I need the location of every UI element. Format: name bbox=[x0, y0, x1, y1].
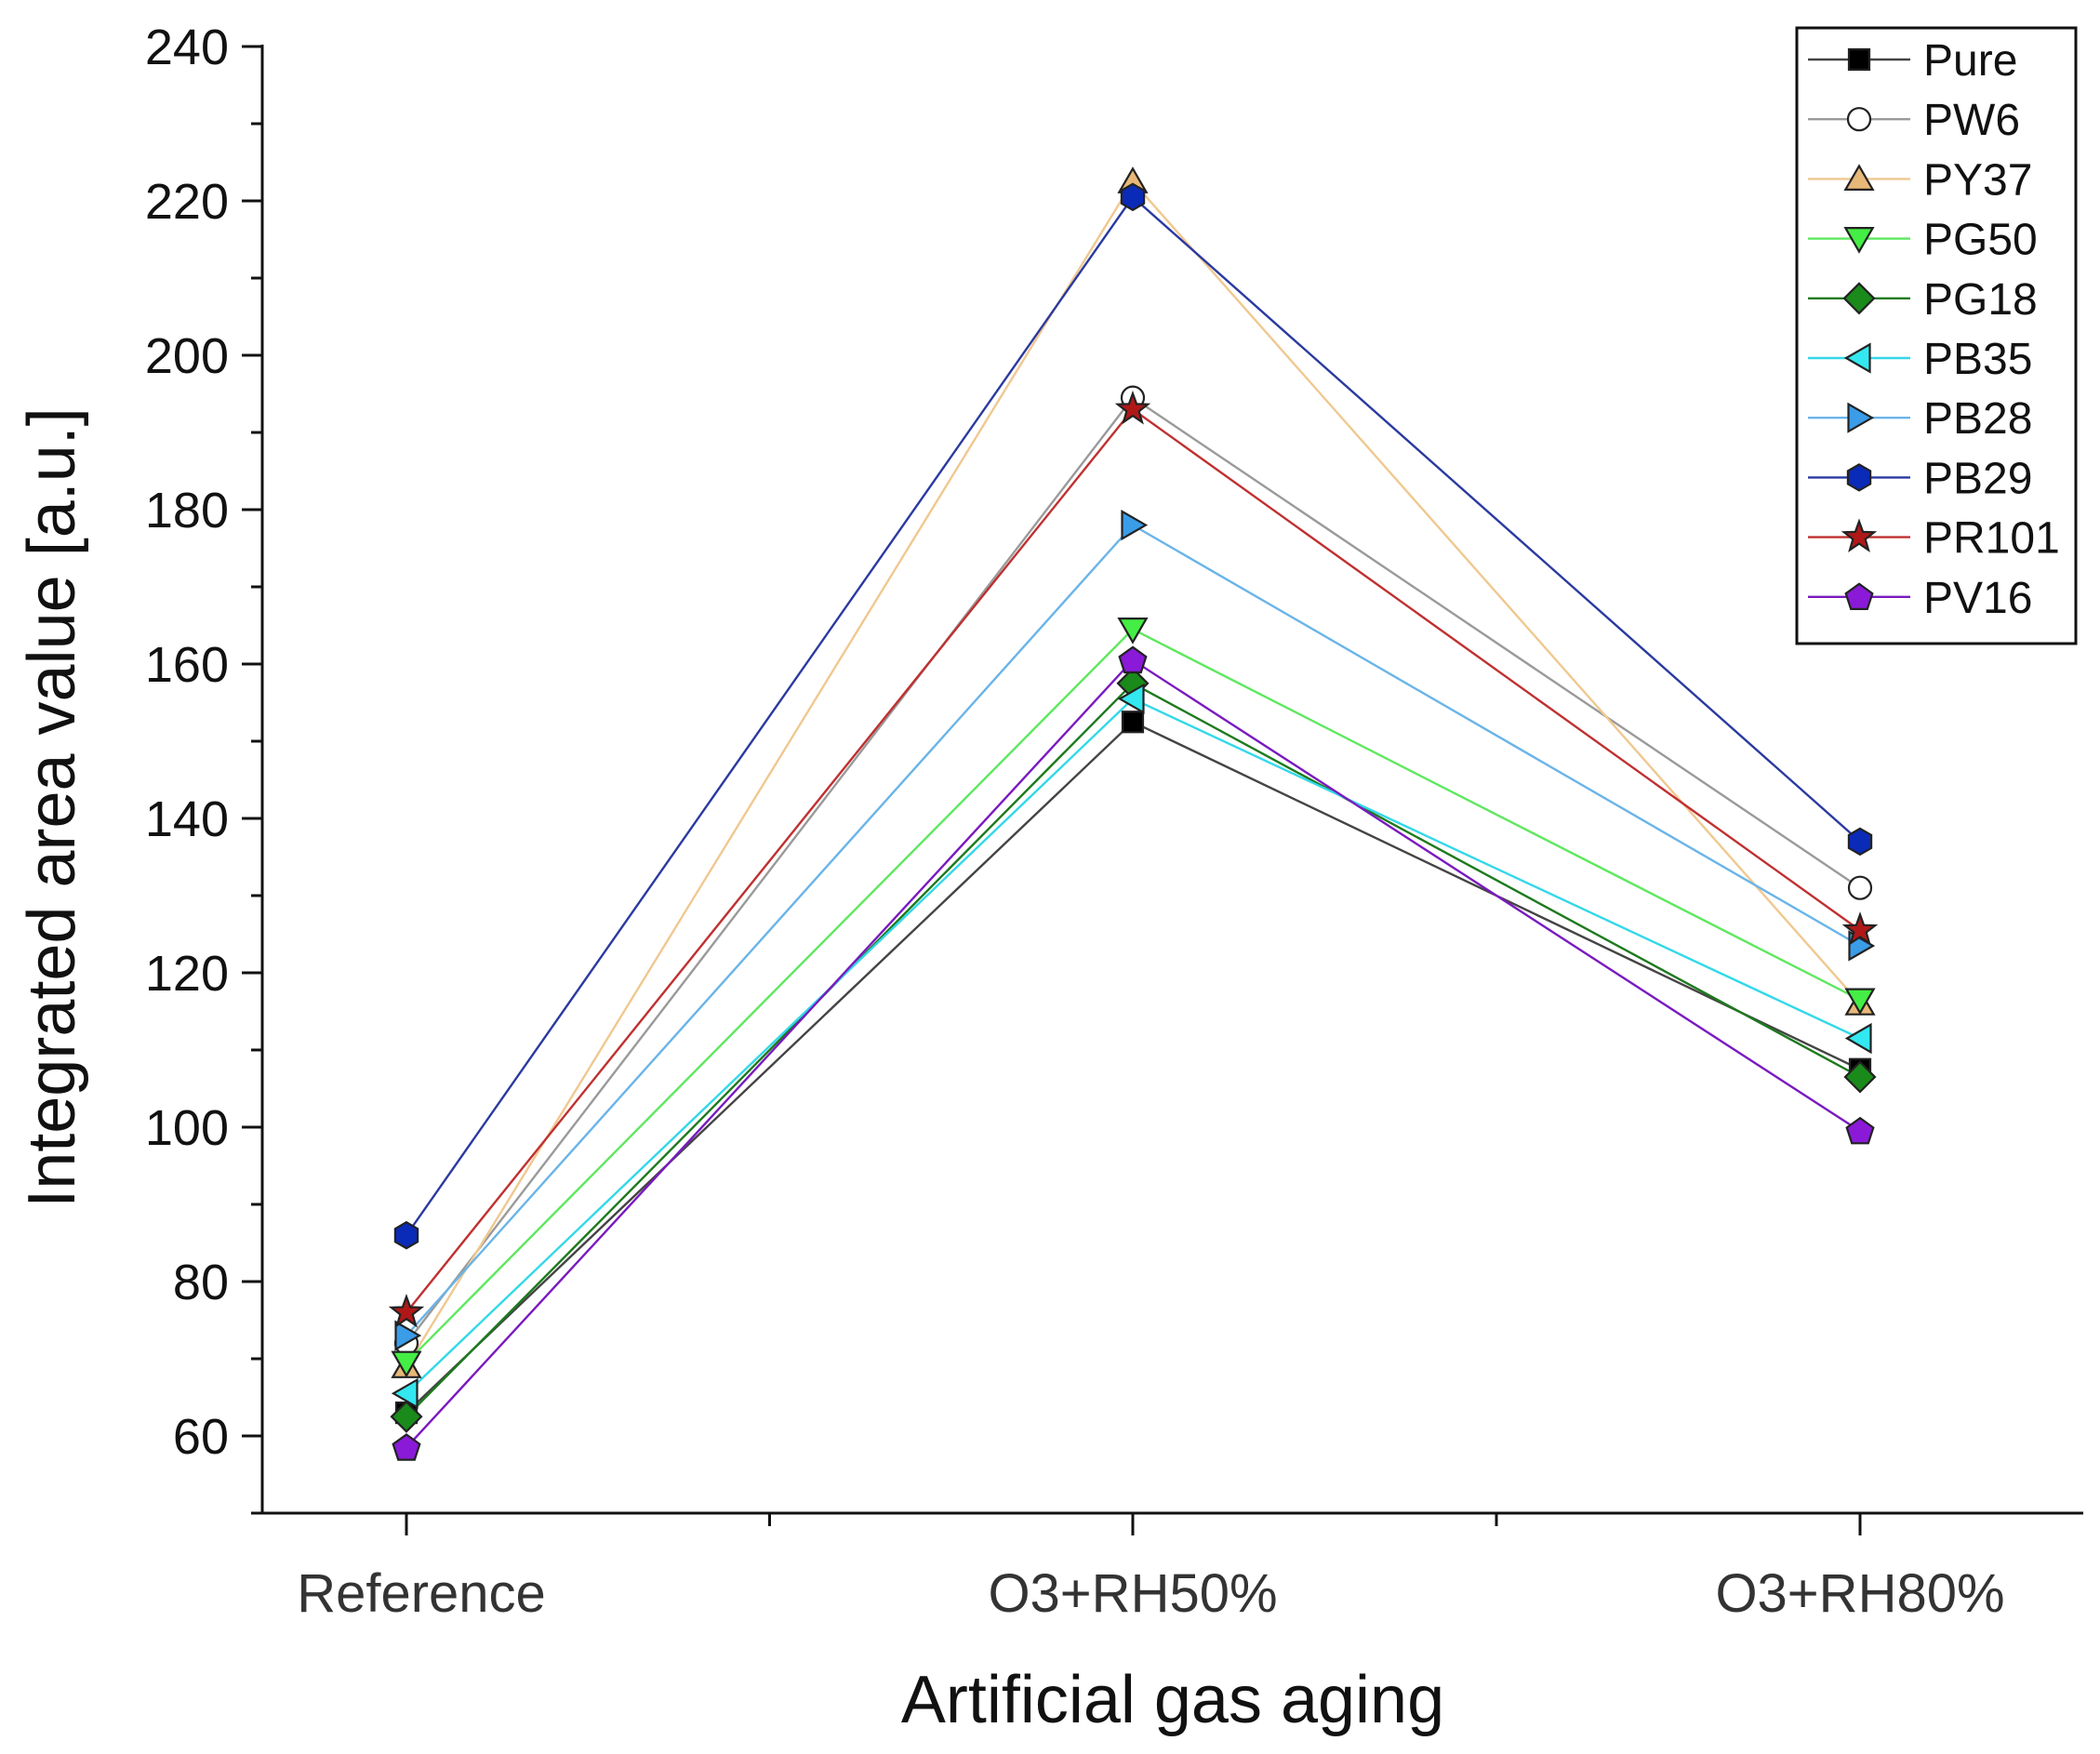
legend-item-pure: Pure bbox=[1808, 36, 2017, 86]
y-tick-label: 80 bbox=[173, 1255, 229, 1310]
y-tick-label: 140 bbox=[145, 791, 229, 847]
legend-item-pb35: PB35 bbox=[1808, 335, 2032, 384]
data-point-pg50 bbox=[1844, 988, 1876, 1016]
legend-item-pv16: PV16 bbox=[1808, 574, 2032, 623]
legend-marker-pw6 bbox=[1846, 107, 1872, 132]
x-category-label: Reference bbox=[297, 1563, 546, 1624]
legend-item-pw6: PW6 bbox=[1808, 96, 2020, 145]
x-axis-title: Artificial gas aging bbox=[901, 1663, 1444, 1737]
data-point-pr101 bbox=[1841, 911, 1879, 946]
legend-marker-pr101 bbox=[1841, 518, 1878, 553]
series-line-pb35 bbox=[405, 697, 1861, 1395]
series-line-pv16 bbox=[405, 658, 1861, 1449]
data-point-pb35 bbox=[1844, 1022, 1872, 1055]
data-point-pb35 bbox=[391, 1377, 419, 1410]
axes: 60 80 100 120 140 160 180 200 220 240 Reference O3+… bbox=[145, 20, 2083, 1624]
data-point-pr101 bbox=[1114, 390, 1151, 425]
legend-label-pure: Pure bbox=[1923, 36, 2017, 86]
data-point-pb28 bbox=[394, 1320, 422, 1351]
legend-marker-pb35 bbox=[1843, 342, 1871, 374]
legend-label-pg50: PG50 bbox=[1923, 216, 2038, 265]
data-point-pg18 bbox=[1843, 1060, 1877, 1094]
x-category-label: O3+RH50% bbox=[988, 1563, 1277, 1624]
y-axis-title: Integrated area value [a.u.] bbox=[15, 407, 89, 1208]
legend-marker-py37 bbox=[1843, 164, 1875, 191]
legend-marker-pv16 bbox=[1844, 582, 1874, 611]
y-tick-label: 200 bbox=[145, 328, 229, 384]
legend-label-pv16: PV16 bbox=[1923, 574, 2032, 623]
y-tick-label: 180 bbox=[145, 483, 229, 538]
data-point-pb35 bbox=[1117, 683, 1145, 715]
data-point-pb29 bbox=[393, 1220, 419, 1250]
y-tick-label: 120 bbox=[145, 946, 229, 1002]
legend-item-pb28: PB28 bbox=[1808, 394, 2032, 444]
data-point-pb29 bbox=[1847, 827, 1873, 857]
legend-item-pr101: PR101 bbox=[1808, 514, 2060, 564]
series-line-pg50 bbox=[405, 628, 1861, 1364]
series-markers bbox=[388, 166, 1879, 1461]
data-point-pr101 bbox=[388, 1293, 425, 1328]
legend-item-pb29: PB29 bbox=[1808, 454, 2032, 503]
legend-marker-pure bbox=[1847, 47, 1871, 72]
data-point-pv16 bbox=[1118, 645, 1148, 674]
y-tick-label: 160 bbox=[145, 637, 229, 693]
data-point-pb28 bbox=[1121, 509, 1149, 541]
y-tick-label: 220 bbox=[145, 174, 229, 230]
legend: Pure PW6 PY37 PG50 PG18 PB35 PB28 PB29 PR101 PV16 bbox=[1795, 26, 2078, 645]
series-line-pg18 bbox=[405, 682, 1861, 1418]
series-line-pw6 bbox=[405, 395, 1861, 1345]
series-line-pure bbox=[405, 720, 1861, 1414]
data-point-pure bbox=[1121, 711, 1145, 734]
legend-label-pw6: PW6 bbox=[1923, 96, 2020, 145]
y-tick-label: 60 bbox=[173, 1409, 229, 1465]
data-point-pg50 bbox=[391, 1350, 422, 1378]
series-lines bbox=[405, 179, 1861, 1449]
data-point-pb29 bbox=[1120, 182, 1146, 212]
legend-item-py37: PY37 bbox=[1808, 155, 2032, 205]
data-point-pg18 bbox=[390, 1400, 423, 1433]
legend-label-py37: PY37 bbox=[1923, 155, 2032, 205]
y-tick-label: 240 bbox=[145, 20, 229, 75]
legend-item-pg50: PG50 bbox=[1808, 216, 2038, 265]
data-point-pg50 bbox=[1117, 617, 1149, 644]
y-tick-label: 100 bbox=[145, 1100, 229, 1156]
legend-label-pb35: PB35 bbox=[1923, 335, 2032, 384]
legend-label-pb29: PB29 bbox=[1923, 454, 2032, 503]
legend-box bbox=[1795, 26, 2078, 645]
legend-label-pr101: PR101 bbox=[1923, 514, 2060, 564]
legend-label-pg18: PG18 bbox=[1923, 275, 2038, 325]
x-category-label: O3+RH80% bbox=[1715, 1563, 2004, 1624]
data-point-pw6 bbox=[1847, 875, 1873, 900]
series-line-pr101 bbox=[405, 407, 1861, 1313]
legend-marker-pg50 bbox=[1843, 227, 1875, 254]
legend-marker-pb29 bbox=[1846, 463, 1872, 492]
legend-label-pb28: PB28 bbox=[1923, 394, 2032, 444]
data-point-pv16 bbox=[392, 1433, 421, 1461]
legend-marker-pg18 bbox=[1842, 282, 1876, 315]
legend-marker-pb28 bbox=[1847, 402, 1875, 433]
data-point-pv16 bbox=[1845, 1116, 1875, 1145]
legend-item-pg18: PG18 bbox=[1808, 275, 2038, 325]
